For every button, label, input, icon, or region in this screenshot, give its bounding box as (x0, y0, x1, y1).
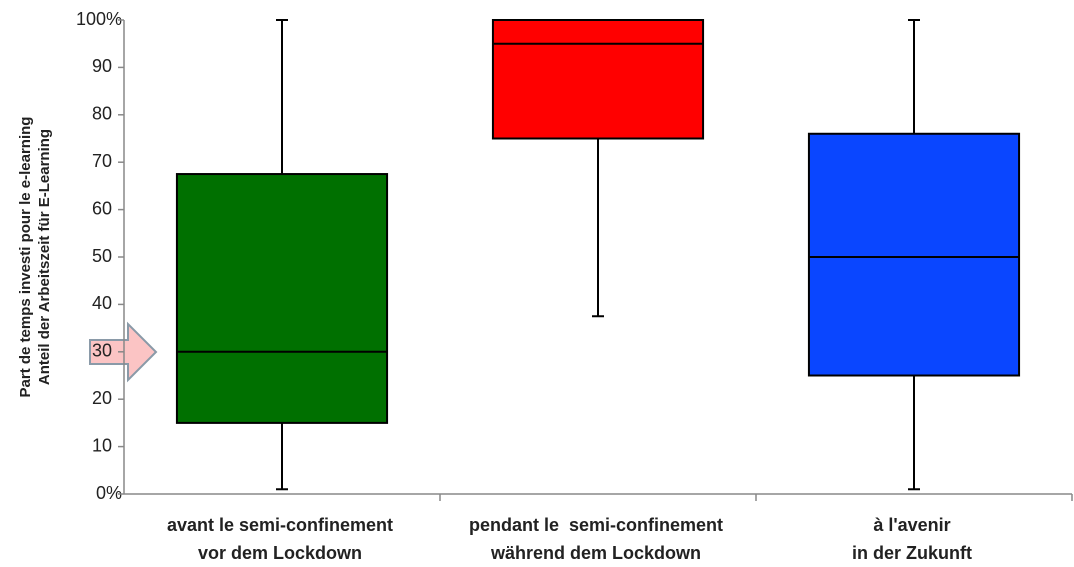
y-label-line: Anteil der Arbeitszeit für E-Learning (36, 129, 53, 385)
y-label-line: Part de temps investi pour le e-learning (17, 117, 34, 398)
y-tick-label: 70 (92, 151, 112, 171)
y-tick-label: 80 (92, 104, 112, 124)
box (807, 132, 1021, 377)
x-tick-label: à l'avenir (873, 515, 950, 535)
y-tick-label: 20 (92, 388, 112, 408)
y-tick-label: 100% (76, 9, 122, 29)
x-tick-label: in der Zukunft (852, 543, 972, 563)
y-tick-label: 90 (92, 56, 112, 76)
y-tick-label: 30 (92, 341, 112, 361)
box (175, 173, 389, 424)
box (491, 19, 705, 140)
y-tick-label: 60 (92, 198, 112, 218)
y-axis-title: Part de temps investi pour le e-learning… (17, 117, 53, 398)
x-tick-label: während dem Lockdown (490, 543, 701, 563)
y-tick-label: 50 (92, 246, 112, 266)
y-tick-label: 40 (92, 293, 112, 313)
x-tick-label: avant le semi-confinement (167, 515, 393, 535)
x-tick-label: pendant le semi-confinement (469, 515, 723, 535)
y-tick-label: 10 (92, 435, 112, 455)
x-tick-label: vor dem Lockdown (198, 543, 362, 563)
y-tick-label: 0% (96, 483, 122, 503)
